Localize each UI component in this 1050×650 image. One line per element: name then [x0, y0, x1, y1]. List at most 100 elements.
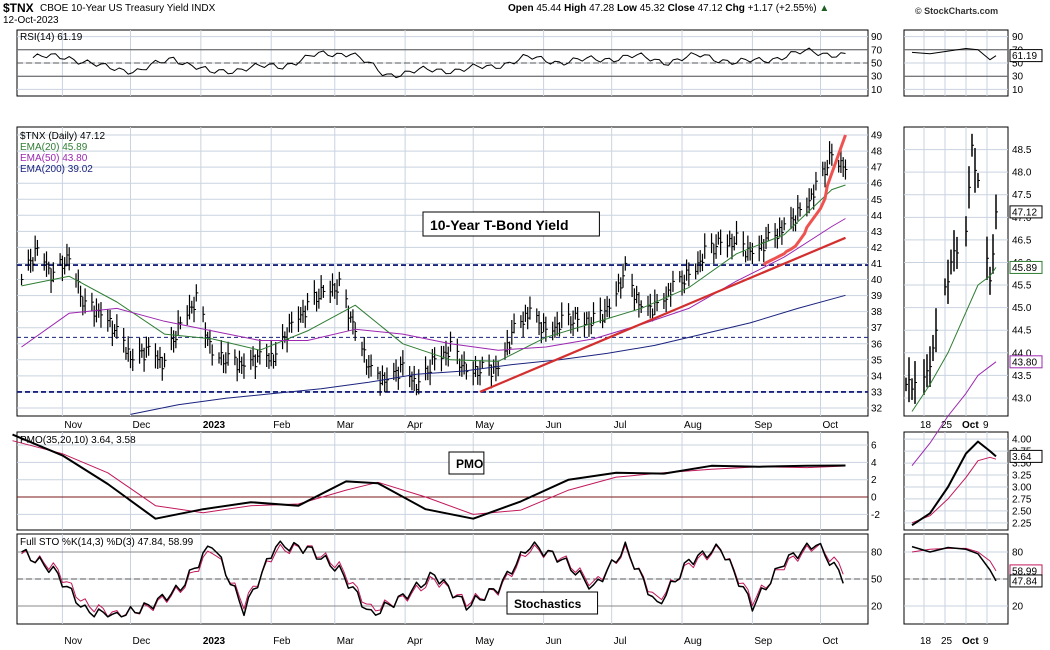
zoom-sto-x-tick-label: 18: [920, 636, 932, 647]
zoom-pmo-line: [911, 440, 997, 527]
price-legend-item: EMA(50) 43.80: [20, 153, 88, 164]
chart-name: CBOE 10-Year US Treasury Yield INDX: [40, 3, 216, 14]
zoom-price-value-tag-box: [1009, 205, 1043, 219]
pmo-signal-line: [12, 440, 846, 515]
zoom-price-tick-label: 48.5: [1012, 145, 1032, 156]
price-x-tick-label: 2023: [203, 420, 226, 431]
zoom-rsi-tick-label: 10: [1012, 85, 1024, 96]
sto-x-tick-label: Jul: [614, 636, 627, 647]
open-label: Open: [508, 3, 534, 14]
zoom-sto-k-value-tag-box: [1009, 574, 1043, 588]
price-tick-label: 37: [871, 323, 883, 334]
zoom-sto-tick-label: 80: [1012, 548, 1024, 559]
zoom-sto-k-line: [911, 545, 997, 582]
zoom-pmo-tick-label: 2.25: [1012, 518, 1032, 529]
pmo-legend: PMO(35,20,10) 3.64, 3.58: [20, 435, 136, 446]
low-value: 45.32: [639, 3, 665, 14]
zoom-rsi-value-tag: 61.19: [1012, 51, 1037, 62]
price-tick-label: 41: [871, 259, 883, 270]
zoom-pmo-tick-label: 4.00: [1012, 435, 1032, 446]
close-value: 47.12: [697, 3, 723, 14]
low-label: Low: [616, 3, 637, 14]
zoom-rsi-tick-label: 90: [1012, 32, 1024, 43]
chg-label: Chg: [725, 3, 745, 14]
price-x-tick-label: Jul: [614, 420, 627, 431]
zoom-price-x-tick-label: 18: [920, 420, 932, 431]
sto-x-tick-label: 2023: [203, 636, 226, 647]
price-x-tick-label: Nov: [64, 420, 82, 431]
price-tick-label: 44: [871, 211, 883, 222]
zoom-sto-d-value-tag: 58.99: [1012, 566, 1037, 577]
sto-tick-label: 50: [871, 575, 883, 586]
close-label: Close: [667, 3, 695, 14]
zoom-ema20-value-tag: 45.89: [1012, 263, 1037, 274]
zoom-sto-d-line: [911, 547, 997, 572]
zoom-sto-x-tick-label: 9: [983, 636, 989, 647]
sto-tick-label: 80: [871, 548, 883, 559]
zoom-price-tick-label: 45.5: [1012, 281, 1032, 292]
sto-x-tick-label: May: [475, 636, 494, 647]
price-x-tick-label: Dec: [132, 420, 150, 431]
price-x-tick-label: Oct: [822, 420, 838, 431]
price-tick-label: 49: [871, 131, 883, 142]
zoom-ema50-line: [911, 361, 997, 467]
zoom-price-value-tag: 47.12: [1012, 207, 1037, 218]
price-tick-label: 33: [871, 387, 883, 398]
watermark: © StockCharts.com: [915, 6, 999, 16]
open-value: 45.44: [536, 3, 562, 14]
zoom-price-tick-label: 44.0: [1012, 348, 1032, 359]
price-title-label: 10-Year T-Bond Yield: [430, 217, 569, 233]
pmo-tick-label: -2: [871, 510, 880, 521]
ohlc-readout: Open 45.44 High 47.28 Low 45.32 Close 47…: [508, 3, 829, 15]
zoom-price-tick-label: 47.5: [1012, 190, 1032, 201]
zoom-pmo-value-tag: 3.64: [1012, 452, 1032, 463]
sto-x-tick-label: Dec: [132, 636, 150, 647]
pmo-tick-label: 2: [871, 475, 877, 486]
zoom-price-tick-label: 45.0: [1012, 303, 1032, 314]
zoom-sto-tick-label: 20: [1012, 602, 1024, 613]
sto-d-line: [21, 543, 844, 618]
price-tick-label: 38: [871, 307, 883, 318]
zoom-pmo-value-tag-box: [1009, 449, 1043, 463]
price-x-tick-label: Apr: [407, 420, 423, 431]
pmo-tick-label: 6: [871, 441, 877, 452]
sto-tick-label: 20: [871, 602, 883, 613]
zoom-ema20-line: [911, 267, 997, 412]
zoom-price-x-tick-label: 25: [941, 420, 953, 431]
zoom-price-tick-label: 46.5: [1012, 235, 1032, 246]
price-x-tick-label: Feb: [273, 420, 291, 431]
sto-x-tick-label: Sep: [754, 636, 772, 647]
up-arrow-icon: ▲: [819, 3, 830, 14]
trend-line: [479, 236, 846, 393]
price-tick-label: 47: [871, 163, 883, 174]
price-x-tick-label: May: [475, 420, 494, 431]
zoom-price-tick-label: 48.0: [1012, 168, 1032, 179]
high-value: 47.28: [589, 3, 615, 14]
pmo-line: [12, 433, 846, 520]
price-legend-item: EMA(200) 39.02: [20, 164, 93, 175]
price-tick-label: 36: [871, 339, 883, 350]
price-tick-label: 34: [871, 371, 883, 382]
zoom-price-tick-label: 43.0: [1012, 393, 1032, 404]
sto-title-label: Stochastics: [514, 597, 582, 611]
price-tick-label: 46: [871, 179, 883, 190]
zoom-price-x-tick-label: 9: [983, 420, 989, 431]
sto-x-tick-label: Mar: [337, 636, 355, 647]
sto-legend: Full STO %K(14,3) %D(3) 47.84, 58.99: [20, 537, 194, 548]
price-tick-label: 42: [871, 243, 883, 254]
price-legend-item: $TNX (Daily) 47.12: [20, 131, 105, 142]
parabolic-arc: [762, 134, 847, 267]
price-x-tick-label: Sep: [754, 420, 772, 431]
rsi-tick-label: 70: [871, 45, 883, 56]
zoom-pmo-panel: [903, 431, 1009, 531]
pmo-title-label-box: [448, 451, 485, 475]
sto-x-tick-label: Feb: [273, 636, 291, 647]
pmo-panel: [16, 431, 869, 531]
pmo-tick-label: 4: [871, 458, 877, 469]
rsi-tick-label: 30: [871, 72, 883, 83]
sto-x-tick-label: Aug: [684, 636, 702, 647]
pmo-tick-label: 0: [871, 493, 877, 504]
sto-x-tick-label: Oct: [822, 636, 838, 647]
zoom-sto-x-tick-label: 25: [941, 636, 953, 647]
